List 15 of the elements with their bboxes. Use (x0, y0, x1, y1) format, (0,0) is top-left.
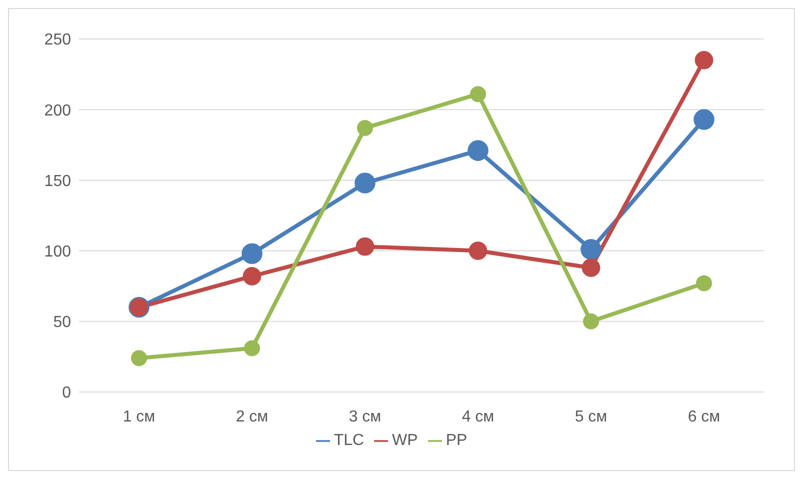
x-tick-label: 2 см (236, 408, 268, 426)
y-tick-label: 50 (53, 314, 72, 332)
legend-label: PP (446, 432, 468, 449)
y-tick-label: 100 (44, 243, 72, 260)
x-tick-label: 5 см (574, 408, 608, 426)
x-tick-label: 4 см (462, 408, 494, 426)
x-tick-label: 1 см (122, 408, 156, 426)
legend-label: WP (392, 432, 418, 449)
x-tick-label: 6 см (688, 408, 720, 426)
y-tick-label: 200 (44, 102, 72, 120)
y-tick-label: 250 (44, 32, 72, 49)
x-tick-label: 3 см (348, 408, 382, 426)
y-tick-label: 0 (62, 384, 72, 402)
legend-label: TLC (334, 432, 364, 449)
y-tick-label: 150 (44, 172, 72, 190)
